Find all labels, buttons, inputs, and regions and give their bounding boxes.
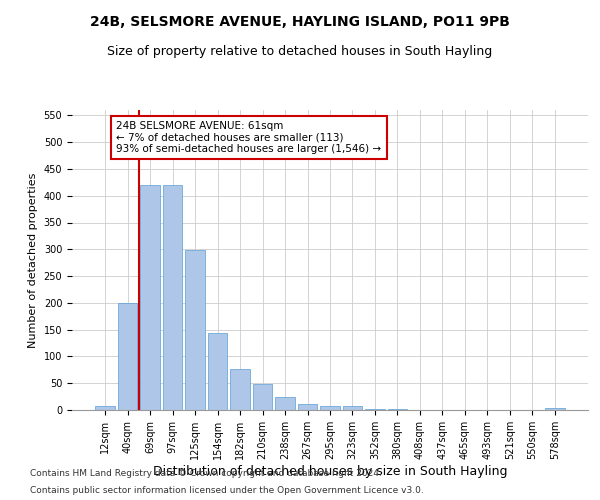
- X-axis label: Distribution of detached houses by size in South Hayling: Distribution of detached houses by size …: [153, 464, 507, 477]
- Bar: [343, 406, 362, 410]
- Bar: [545, 408, 565, 410]
- Bar: [320, 406, 340, 410]
- Bar: [208, 334, 227, 410]
- Bar: [163, 185, 182, 410]
- Text: 24B SELSMORE AVENUE: 61sqm
← 7% of detached houses are smaller (113)
93% of semi: 24B SELSMORE AVENUE: 61sqm ← 7% of detac…: [116, 120, 382, 154]
- Bar: [253, 384, 272, 410]
- Text: Contains public sector information licensed under the Open Government Licence v3: Contains public sector information licen…: [30, 486, 424, 495]
- Bar: [230, 369, 250, 410]
- Text: Contains HM Land Registry data © Crown copyright and database right 2024.: Contains HM Land Registry data © Crown c…: [30, 468, 382, 477]
- Text: Size of property relative to detached houses in South Hayling: Size of property relative to detached ho…: [107, 45, 493, 58]
- Bar: [118, 303, 137, 410]
- Bar: [275, 397, 295, 410]
- Bar: [298, 404, 317, 410]
- Bar: [95, 406, 115, 410]
- Bar: [185, 250, 205, 410]
- Text: 24B, SELSMORE AVENUE, HAYLING ISLAND, PO11 9PB: 24B, SELSMORE AVENUE, HAYLING ISLAND, PO…: [90, 15, 510, 29]
- Bar: [140, 185, 160, 410]
- Y-axis label: Number of detached properties: Number of detached properties: [28, 172, 38, 348]
- Bar: [365, 409, 385, 410]
